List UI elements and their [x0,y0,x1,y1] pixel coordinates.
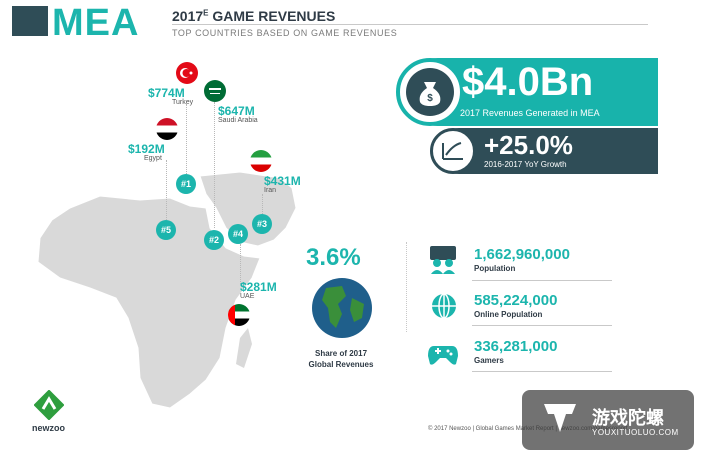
saudi-arabia-value: $647M [218,104,255,118]
people-icon [428,244,458,274]
gamers-label: Gamers [474,356,504,365]
rank-badge-turkey: #1 [176,174,196,194]
connector-uae [240,244,241,284]
uae-name: UAE [240,293,255,300]
page-title: 2017E GAME REVENUES [172,8,336,24]
vertical-divider [406,242,407,332]
yoy-caption: 2016-2017 YoY Growth [484,160,567,169]
madagascar-shape [236,328,252,368]
stat-divider-1 [472,280,612,281]
watermark-subtitle: YOUXITUOLUO.COM [592,428,679,437]
share-caption: Share of 2017 Global Revenues [308,349,374,369]
rank-badge-uae: #4 [228,224,248,244]
egypt-flag-icon [156,118,178,140]
turkey-flag-icon [176,62,198,84]
globe-icon [430,292,460,322]
iran-name: Iran [264,187,277,194]
turkey-value: $774M [148,86,185,100]
growth-chart-icon [430,128,476,174]
money-bag-icon: $ [406,68,454,116]
rank-badge-saudi-arabia: #2 [204,230,224,250]
stat-divider-3 [472,371,612,372]
iran-flag-icon [250,150,272,172]
saudi-arabia-flag-icon [204,80,226,102]
egypt-name: Egypt [144,155,162,162]
turkey-name: Turkey [172,99,194,106]
rank-badge-egypt: #5 [156,220,176,240]
revenue-caption: 2017 Revenues Generated in MEA [460,108,600,118]
svg-text:$: $ [427,93,433,104]
population-value: 1,662,960,000 [474,246,570,263]
share-value: 3.6% [306,244,361,271]
page-subtitle: TOP COUNTRIES BASED ON GAME REVENUES [172,28,398,38]
newzoo-logo-text: newzoo [32,423,65,433]
saudi-arabia-name: Saudi Arabia [218,117,258,124]
watermark-panel [522,390,694,450]
population-label: Population [474,264,516,273]
watermark-logo-icon [540,398,580,438]
uae-value: $281M [240,280,277,294]
header-accent-block [12,6,48,36]
header-divider [172,24,648,25]
online-population-label: Online Population [474,310,543,319]
uae-flag-icon [228,304,250,326]
mea-map [37,171,297,409]
egypt-value: $192M [128,142,165,156]
connector-egypt [166,160,167,222]
newzoo-logo-icon [33,389,65,421]
brand-title: MEA [52,2,140,44]
gamepad-icon [428,338,458,368]
middle-east-shape [199,171,297,247]
watermark-title: 游戏陀螺 [592,408,664,428]
rank-badge-iran: #3 [252,214,272,234]
yoy-value: +25.0% [484,130,573,160]
revenue-value: $4.0Bn [462,60,594,104]
globe-icon [312,278,372,338]
gamers-value: 336,281,000 [474,338,558,355]
connector-turkey [186,104,187,174]
connector-iran [262,194,263,214]
africa-shape [37,195,261,409]
stat-divider-2 [472,325,612,326]
online-population-value: 585,224,000 [474,292,558,309]
iran-value: $431M [264,174,301,188]
connector-saudi [214,102,215,228]
